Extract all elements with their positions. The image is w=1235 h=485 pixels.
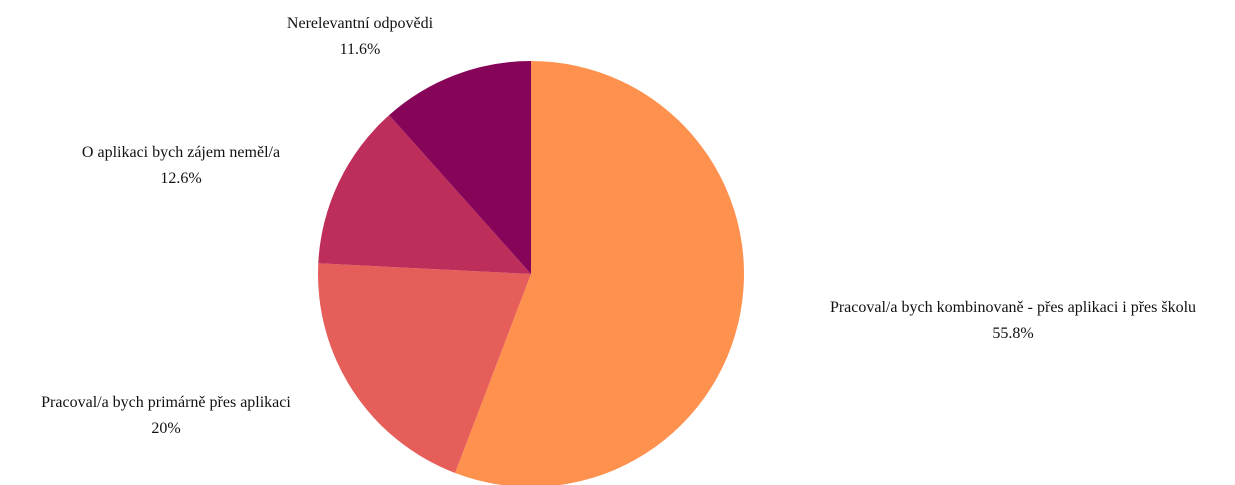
pie-slices: [318, 61, 744, 485]
slice-label-text: Nerelevantní odpovědi: [286, 15, 434, 32]
slice-percent: 11.6%: [339, 41, 381, 58]
pie-slice-3: [389, 61, 531, 274]
slice-percent: 12.6%: [160, 170, 202, 187]
pie-slice-0: [455, 61, 744, 485]
pie-slice-2: [318, 115, 531, 274]
slice-label-text: O aplikaci bych zájem neměl/a: [81, 144, 281, 161]
slice-label-kombinovane: Pracoval/a bych kombinovaně - přes aplik…: [778, 295, 1235, 347]
slice-label-primarne: Pracoval/a bych primárně přes aplikaci 2…: [6, 390, 326, 442]
slice-label-nerelevantni: Nerelevantní odpovědi 11.6%: [240, 11, 480, 63]
slice-label-text: Pracoval/a bych primárně přes aplikaci: [41, 394, 291, 411]
pie-slice-1: [318, 263, 531, 474]
slice-label-zajem: O aplikaci bych zájem neměl/a 12.6%: [46, 140, 316, 192]
slice-label-text: Pracoval/a bych kombinovaně - přes aplik…: [829, 299, 1197, 316]
slice-percent: 20%: [151, 420, 181, 437]
slice-percent: 55.8%: [992, 325, 1034, 342]
